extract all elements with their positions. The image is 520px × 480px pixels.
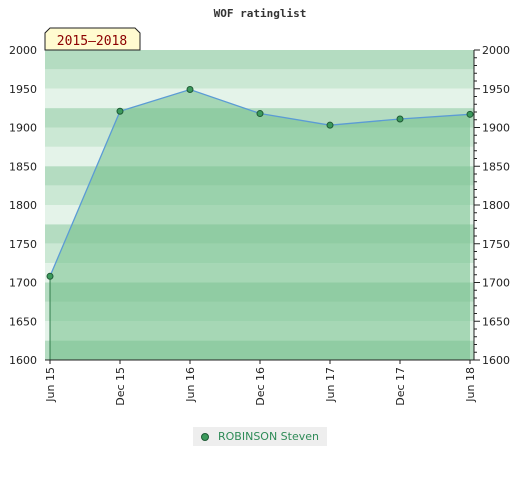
grid-band: [45, 50, 474, 70]
x-tick-label: Dec 15: [114, 367, 127, 406]
x-tick-label: Dec 16: [254, 367, 267, 406]
series-area: [50, 89, 470, 361]
y-tick-label-right: 2000: [482, 44, 510, 57]
y-tick-label-right: 1950: [482, 83, 510, 96]
legend: ROBINSON Steven: [193, 427, 327, 446]
x-axis: Jun 15 Dec 15 Jun 16 Dec 16 Jun 17 Dec 17 Jun …: [44, 359, 477, 406]
y-tick-label-left: 1750: [9, 238, 37, 251]
data-point: [466, 110, 474, 118]
y-tick-label-right: 1900: [482, 122, 510, 135]
y-tick-label-left: 1650: [9, 315, 37, 328]
grid-band: [45, 69, 474, 89]
data-point: [326, 121, 334, 129]
y-tick-label-right: 1750: [482, 238, 510, 251]
data-point: [396, 115, 404, 123]
data-point: [46, 272, 54, 280]
area-layer: [49, 88, 471, 361]
x-tick-label: Dec 17: [394, 367, 407, 406]
period-badge: 2015–2018: [44, 27, 141, 51]
y-tick-label-right: 1600: [482, 354, 510, 367]
grid-band: [45, 88, 474, 109]
y-tick-label-right: 1650: [482, 315, 510, 328]
data-point: [186, 86, 194, 94]
chart-title: WOF ratinglist: [214, 7, 307, 20]
data-markers: [46, 86, 474, 280]
data-point: [256, 110, 264, 118]
y-tick-label-right: 1700: [482, 277, 510, 290]
legend-label: ROBINSON Steven: [218, 430, 319, 443]
period-badge-shape: [44, 27, 141, 51]
period-badge-label: 2015–2018: [57, 34, 127, 49]
y-tick-label-left: 1950: [9, 83, 37, 96]
y-tick-label-left: 2000: [9, 44, 37, 57]
y-axis-left: 1600 1650 1700 1750 1800 1850 1900 1950 2000: [9, 44, 37, 367]
x-tick-label: Jun 18: [464, 367, 477, 403]
y-tick-label-right: 1800: [482, 199, 510, 212]
y-tick-label-left: 1800: [9, 199, 37, 212]
y-tick-label-left: 1850: [9, 160, 37, 173]
y-axis-right: 1600 1650 1700 1750 1800 1850 1900 1950 2000: [473, 44, 510, 367]
data-point: [116, 107, 124, 115]
y-tick-label-left: 1700: [9, 277, 37, 290]
legend-marker-icon: [201, 432, 209, 441]
x-tick-label: Jun 15: [44, 367, 57, 403]
y-tick-label-right: 1850: [482, 160, 510, 173]
y-tick-label-left: 1600: [9, 354, 37, 367]
x-tick-label: Jun 16: [184, 367, 197, 403]
y-tick-label-left: 1900: [9, 122, 37, 135]
x-tick-label: Jun 17: [324, 367, 337, 403]
